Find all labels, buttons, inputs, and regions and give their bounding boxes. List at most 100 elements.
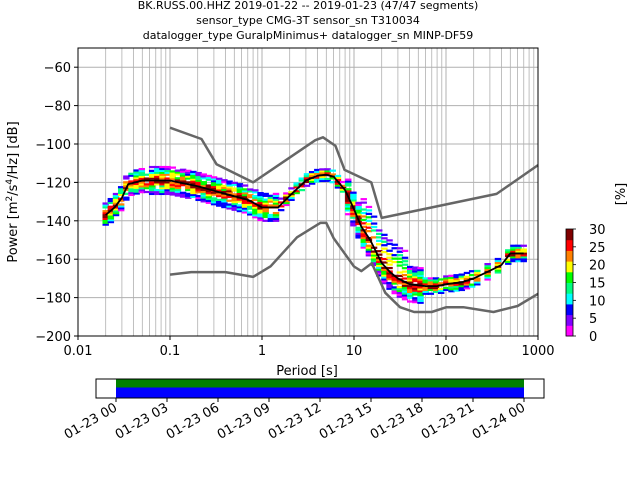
psd-cell [277, 209, 285, 212]
psd-cell [412, 266, 419, 269]
psd-cell [174, 188, 182, 191]
psd-cell [210, 183, 218, 187]
psd-cell [505, 249, 512, 252]
psd-cell [308, 172, 316, 176]
psd-cell [107, 201, 115, 205]
psd-cell [200, 200, 207, 203]
colorbar-segment [566, 312, 573, 316]
psd-cell [190, 195, 197, 198]
psd-cell [391, 286, 398, 289]
psd-cell [190, 193, 197, 197]
psd-cell [463, 275, 471, 278]
psd-cell [257, 197, 264, 200]
psd-cell [267, 217, 275, 220]
psd-cell [257, 195, 264, 199]
psd-cell [190, 180, 197, 183]
psd-cell [406, 296, 414, 299]
psd-cell [314, 180, 321, 183]
psd-cell [267, 200, 275, 203]
psd-cell [437, 289, 445, 293]
psd-cell [179, 191, 187, 194]
psd-cell [401, 267, 409, 270]
psd-cell [350, 216, 357, 219]
psd-cell [252, 191, 259, 194]
psd-cell [303, 176, 311, 180]
psd-cell [406, 281, 414, 284]
psd-cell [247, 205, 254, 208]
psd-cell [386, 242, 393, 245]
psd-cell [463, 287, 471, 290]
psd-cell [396, 257, 404, 260]
colorbar-segment [566, 327, 573, 330]
psd-cell [391, 254, 398, 257]
psd-cell [190, 182, 197, 185]
psd-cell [154, 175, 161, 178]
psd-cell [505, 251, 512, 254]
psd-cell [148, 188, 156, 192]
psd-cell [154, 188, 161, 192]
psd-cell [381, 240, 388, 243]
psd-cell [210, 197, 218, 200]
psd-cell [474, 269, 481, 273]
psd-cell [112, 206, 120, 209]
psd-cell [329, 169, 336, 172]
psd-cell [143, 185, 151, 188]
psd-cell [205, 184, 213, 187]
psd-cell [417, 286, 424, 289]
psd-cell [267, 194, 275, 197]
psd-cell [391, 243, 398, 246]
psd-cell [210, 185, 218, 189]
psd-cell [133, 190, 140, 193]
psd-cell [324, 177, 331, 181]
psd-cell [221, 200, 228, 203]
psd-cell [221, 196, 228, 199]
psd-cell [417, 299, 424, 302]
psd-cell [350, 210, 357, 214]
psd-cell [355, 203, 362, 206]
psd-cell [185, 188, 192, 192]
psd-cell [443, 277, 450, 280]
psd-cell [345, 203, 352, 206]
psd-cell [231, 204, 238, 208]
psd-cell [308, 174, 316, 178]
psd-cell [221, 186, 228, 189]
psd-cell [164, 169, 171, 172]
psd-cell [200, 173, 207, 176]
psd-cell [298, 188, 306, 192]
psd-cell [376, 266, 383, 269]
psd-cell [174, 177, 182, 180]
colorbar-segment [566, 239, 573, 242]
psd-cell [355, 215, 362, 218]
colorbar-segment [566, 291, 573, 294]
psd-cell [138, 189, 146, 192]
psd-cell [169, 170, 176, 173]
psd-cell [515, 246, 522, 249]
psd-cell [417, 295, 424, 299]
psd-cell [159, 187, 166, 190]
psd-cell [226, 188, 233, 191]
colorbar-segment [566, 236, 573, 239]
psd-cell [179, 195, 187, 198]
psd-cell [267, 219, 275, 222]
psd-cell [102, 221, 109, 224]
psd-cell [360, 231, 367, 234]
psd-cell [159, 165, 166, 169]
psd-cell [200, 188, 207, 191]
psd-cell [138, 167, 146, 171]
psd-cell [216, 202, 223, 205]
psd-cell [112, 192, 120, 196]
colorbar-tick-label: 30 [589, 223, 606, 238]
psd-cell [195, 171, 202, 175]
psd-cell [298, 177, 306, 180]
title-line-3: datalogger_type GuralpMinimus+ datalogge… [143, 29, 474, 42]
psd-cell [154, 167, 161, 171]
psd-cell [308, 180, 316, 183]
psd-cell [205, 174, 213, 178]
psd-cell [159, 169, 166, 172]
psd-cell [370, 236, 378, 239]
psd-cell [148, 181, 156, 184]
psd-cell [505, 262, 512, 265]
psd-cell [102, 206, 109, 209]
psd-cell [324, 168, 331, 171]
psd-cell [267, 215, 275, 219]
